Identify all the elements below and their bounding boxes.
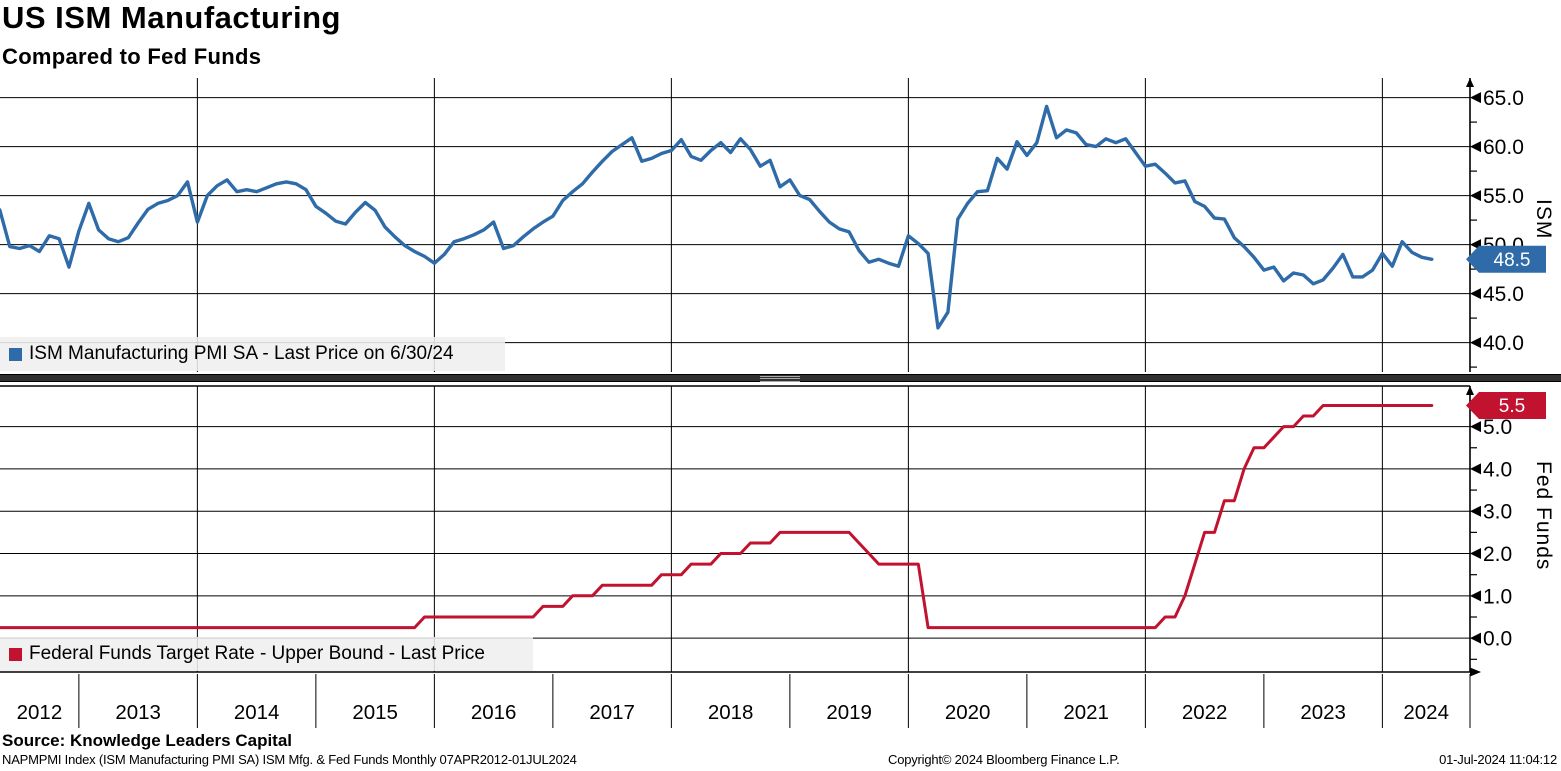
page-title: US ISM Manufacturing	[2, 0, 341, 35]
tick-arrow-icon	[1470, 421, 1481, 433]
chart-description: NAPMPMI Index (ISM Manufacturing PMI SA)…	[2, 752, 577, 767]
y-tick-label: 55.0	[1483, 185, 1524, 208]
series-line-ism	[0, 104, 1434, 330]
y-tick-label: 2.0	[1483, 543, 1512, 566]
y-tick-label: 0.0	[1483, 628, 1512, 651]
axis-arrow-up-icon	[1466, 386, 1474, 395]
last-price-badge	[1466, 391, 1546, 419]
x-tick-label-year: 2016	[471, 701, 517, 724]
x-tick-label-year: 2013	[115, 701, 161, 724]
x-tick-label-year: 2020	[945, 701, 991, 724]
panel-divider[interactable]	[0, 374, 1561, 382]
tick-arrow-icon	[1470, 548, 1481, 560]
legend-marker-fed-icon	[9, 647, 22, 661]
x-tick-label-year: 2018	[708, 701, 754, 724]
tick-arrow-icon	[1470, 463, 1481, 475]
legend-ism[interactable]: ISM Manufacturing PMI SA - Last Price on…	[0, 337, 505, 371]
copyright-text: Copyright© 2024 Bloomberg Finance L.P.	[888, 752, 1120, 767]
tick-arrow-icon	[1470, 337, 1481, 349]
x-axis-arrow-icon	[1470, 667, 1481, 677]
x-tick-label-year: 2017	[589, 701, 635, 724]
y-tick-label: 5.0	[1483, 416, 1512, 439]
tick-arrow-icon	[1470, 590, 1481, 602]
y-tick-label: 3.0	[1483, 501, 1512, 524]
tick-arrow-icon	[1470, 288, 1481, 300]
series-line-fed-funds	[0, 404, 1434, 630]
tick-arrow-icon	[1470, 632, 1481, 644]
last-price-value: 48.5	[1494, 250, 1531, 271]
y-tick-label: 40.0	[1483, 332, 1524, 355]
x-tick-label-year: 2015	[352, 701, 398, 724]
x-tick-label-year: 2021	[1063, 701, 1109, 724]
y-tick-label: 1.0	[1483, 585, 1512, 608]
x-tick-label-year: 2023	[1300, 701, 1346, 724]
y-tick-label: 45.0	[1483, 283, 1524, 306]
legend-fed-funds[interactable]: Federal Funds Target Rate - Upper Bound …	[0, 637, 533, 671]
y-axis-title-ism: ISM	[1532, 199, 1555, 240]
page-subtitle: Compared to Fed Funds	[2, 44, 262, 69]
legend-label-ism: ISM Manufacturing PMI SA - Last Price on…	[29, 343, 454, 364]
y-tick-label: 65.0	[1483, 87, 1524, 110]
y-tick-label: 60.0	[1483, 136, 1524, 159]
last-price-value: 5.5	[1499, 396, 1525, 417]
last-price-badge	[1466, 245, 1546, 273]
timestamp-text: 01-Jul-2024 11:04:12	[1439, 752, 1557, 767]
legend-marker-ism-icon	[9, 347, 22, 361]
tick-arrow-icon	[1470, 141, 1481, 153]
legend-label-fed: Federal Funds Target Rate - Upper Bound …	[29, 643, 485, 664]
axis-arrow-up-icon	[1466, 78, 1474, 87]
y-tick-label: 4.0	[1483, 458, 1512, 481]
x-tick-label-year: 2014	[234, 701, 280, 724]
y-axis-title-fed-funds: Fed Funds	[1532, 461, 1555, 571]
tick-arrow-icon	[1470, 190, 1481, 202]
x-tick-label-year: 2022	[1182, 701, 1228, 724]
source-label: Source: Knowledge Leaders Capital	[2, 731, 293, 750]
tick-arrow-icon	[1470, 92, 1481, 104]
x-tick-label-year: 2012	[17, 701, 63, 724]
x-tick-label-year: 2019	[826, 701, 872, 724]
x-tick-label-year: 2024	[1403, 701, 1449, 724]
tick-arrow-icon	[1470, 505, 1481, 517]
divider-grip-icon	[760, 376, 800, 382]
